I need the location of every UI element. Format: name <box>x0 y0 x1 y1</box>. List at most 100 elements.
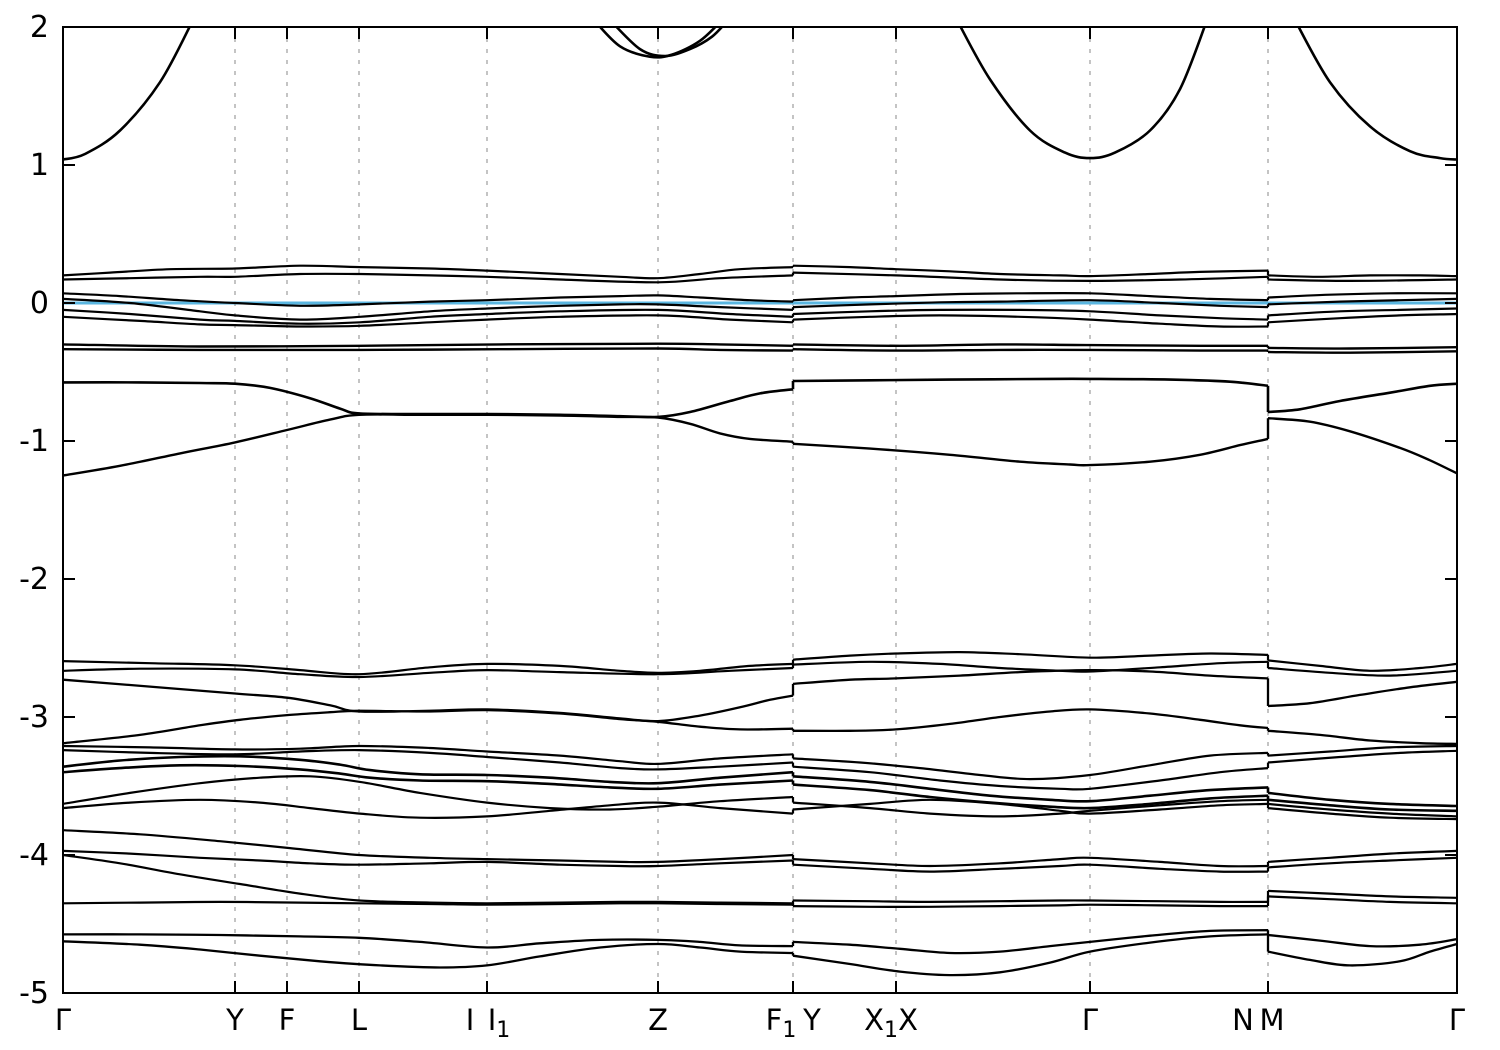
band-line <box>63 272 794 284</box>
band-line <box>792 271 1269 283</box>
kpoint-label: Y <box>802 1003 821 1037</box>
band-line <box>792 798 1269 818</box>
band-line <box>63 678 794 723</box>
band-line <box>792 264 1269 278</box>
y-axis-tick-labels: 2 1 0 -1 -2 -3 -4 -5 <box>19 10 49 1011</box>
y-tick-label: -3 <box>19 700 49 735</box>
band-line <box>1267 307 1457 317</box>
band-line <box>792 775 1269 803</box>
band-line <box>792 292 1269 302</box>
band-line <box>1267 292 1457 299</box>
kpoint-label: Γ <box>1082 1003 1098 1037</box>
band-line <box>792 903 1269 908</box>
band-line <box>959 27 1206 160</box>
kpoint-label: F <box>279 1003 296 1037</box>
kpoint-label: I <box>466 1003 475 1037</box>
band-line <box>63 744 794 766</box>
band-line <box>63 940 794 969</box>
band-line <box>792 343 1269 348</box>
band-line <box>1297 27 1457 161</box>
band-line <box>792 863 1269 873</box>
band-line <box>1267 659 1457 672</box>
band-line <box>63 774 794 811</box>
band-line <box>63 754 794 785</box>
y-tick-label: 2 <box>30 10 49 45</box>
band-line <box>792 933 1269 977</box>
band-line <box>63 413 794 477</box>
axis-ticks <box>63 26 1457 994</box>
band-line <box>792 668 1269 686</box>
band-line <box>63 829 794 864</box>
band-line <box>792 660 1269 673</box>
band-line <box>792 856 1269 868</box>
x-axis-kpoint-labels: Γ Y F L I I1 Z F1 Y X1 X Γ N M Γ <box>55 1003 1465 1043</box>
band-line <box>1267 849 1457 863</box>
band-line <box>1267 889 1457 899</box>
band-line <box>1267 791 1457 808</box>
band-line <box>1267 350 1457 354</box>
band-line <box>1267 895 1457 905</box>
band-line <box>63 660 794 676</box>
band-line <box>792 751 1269 781</box>
band-line <box>1267 382 1457 414</box>
band-line <box>792 708 1269 733</box>
y-tick-label: 1 <box>30 148 49 183</box>
band-line <box>63 297 794 321</box>
band-line <box>792 299 1269 309</box>
band-line <box>63 708 794 745</box>
band-line <box>792 650 1269 661</box>
band-line <box>63 347 794 352</box>
band-line <box>1267 666 1457 677</box>
band-line <box>792 899 1269 904</box>
band-line <box>1267 297 1457 306</box>
band-line <box>1267 856 1457 869</box>
band-line <box>1267 933 1457 948</box>
kpoint-label: Y <box>225 1003 244 1037</box>
band-line <box>63 853 794 905</box>
band-line <box>792 348 1269 352</box>
kpoint-label: Z <box>648 1003 668 1037</box>
band-line <box>63 314 794 328</box>
band-line <box>614 27 724 58</box>
band-line <box>792 377 1269 388</box>
band-line <box>63 798 794 819</box>
plot-border <box>62 26 1458 994</box>
kpoint-label: X <box>898 1003 918 1037</box>
band-line <box>63 748 794 771</box>
band-line <box>1267 278 1457 283</box>
band-line <box>63 292 794 307</box>
band-line <box>1267 274 1457 278</box>
band-line <box>1267 346 1457 350</box>
band-line <box>63 666 794 679</box>
y-tick-label: -5 <box>19 976 49 1011</box>
band-line <box>1267 680 1457 708</box>
kpoint-label: L <box>351 1003 367 1037</box>
band-line <box>792 308 1269 321</box>
band-line <box>63 763 794 791</box>
kpoint-label: N <box>1232 1003 1254 1037</box>
band-line <box>1267 942 1457 967</box>
band-line <box>63 381 794 419</box>
band-line <box>1267 417 1457 475</box>
band-line <box>63 27 191 161</box>
band-line <box>792 783 1269 810</box>
y-tick-label: -2 <box>19 562 49 597</box>
band-line <box>1267 312 1457 324</box>
y-tick-label: -4 <box>19 838 49 873</box>
energy-bands <box>63 27 1457 977</box>
plot-border-rect <box>62 26 1458 994</box>
vertical-gridlines <box>234 27 1269 993</box>
band-line <box>1267 749 1457 764</box>
kpoint-label: X1 <box>864 1003 898 1043</box>
band-line <box>63 933 794 949</box>
band-line <box>63 849 794 868</box>
band-line <box>1267 729 1457 746</box>
kpoint-label: Γ <box>55 1003 71 1037</box>
band-line <box>1267 802 1457 818</box>
band-line <box>792 798 1269 815</box>
kpoint-label: M <box>1259 1003 1284 1037</box>
kpoint-label: Γ <box>1449 1003 1465 1037</box>
band-line <box>792 765 1269 791</box>
